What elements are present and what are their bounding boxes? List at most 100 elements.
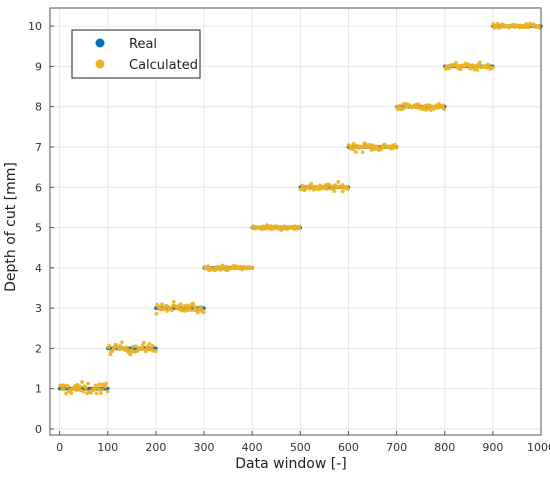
calculated-point <box>454 61 458 65</box>
y-axis-label: Depth of cut [mm] <box>3 162 19 292</box>
calculated-series <box>58 21 543 396</box>
x-tick-label: 500 <box>290 441 311 454</box>
calculated-point <box>65 384 70 388</box>
calculated-point <box>97 382 102 387</box>
calculated-point <box>191 301 196 306</box>
y-tick-label: 5 <box>35 222 42 235</box>
x-tick-label: 200 <box>145 441 166 454</box>
calculated-point <box>128 352 133 357</box>
calculated-point <box>336 180 341 184</box>
calculated-point <box>183 308 188 313</box>
y-tick-label: 8 <box>35 101 42 114</box>
x-tick-label: 700 <box>386 441 407 454</box>
legend-real-marker <box>95 38 105 48</box>
calculated-point <box>147 341 152 346</box>
calculated-point <box>99 387 104 392</box>
y-tick-label: 6 <box>35 181 42 194</box>
calculated-point <box>442 107 447 111</box>
calculated-point <box>188 304 192 309</box>
calculated-point <box>78 384 83 389</box>
calculated-point <box>81 389 86 394</box>
calculated-point <box>196 310 200 315</box>
calculated-point <box>169 308 174 313</box>
calculated-point <box>124 345 129 350</box>
calculated-point <box>118 344 123 349</box>
calculated-point <box>490 65 495 70</box>
y-tick-label: 9 <box>35 60 42 73</box>
calculated-point <box>340 189 345 194</box>
calculated-point <box>108 352 113 357</box>
calculated-point <box>131 344 135 349</box>
y-tick-label: 3 <box>35 302 42 315</box>
calculated-point <box>150 343 155 348</box>
calculated-point <box>475 68 480 72</box>
y-tick-label: 10 <box>28 20 42 33</box>
legend-calculated-label: Calculated <box>129 58 198 73</box>
calculated-point <box>189 308 194 313</box>
calculated-point <box>471 63 475 68</box>
calculated-point <box>103 385 107 389</box>
calculated-point <box>80 380 85 384</box>
calculated-point <box>353 150 358 154</box>
calculated-point <box>351 141 356 146</box>
x-tick-label: 100 <box>97 441 118 454</box>
x-tick-label: 400 <box>242 441 263 454</box>
calculated-point <box>178 302 183 307</box>
calculated-point <box>61 387 66 392</box>
calculated-point <box>477 60 482 65</box>
calculated-point <box>145 344 150 349</box>
calculated-point <box>171 299 176 304</box>
calculated-point <box>394 145 399 150</box>
calculated-point <box>458 67 463 72</box>
calculated-point <box>117 347 122 352</box>
x-axis-label: Data window [-] <box>235 456 346 472</box>
calculated-point <box>495 21 500 26</box>
calculated-point <box>297 224 302 229</box>
calculated-point <box>417 103 422 108</box>
y-tick-label: 2 <box>35 342 42 355</box>
calculated-point <box>74 388 79 393</box>
x-tick-label: 0 <box>56 441 63 454</box>
calculated-point <box>154 311 159 316</box>
calculated-point <box>88 391 93 395</box>
calculated-point <box>428 108 433 112</box>
calculated-point <box>468 66 473 71</box>
calculated-point <box>86 381 90 386</box>
x-tick-label: 300 <box>194 441 215 454</box>
calculated-point <box>104 381 109 386</box>
plot-frame <box>49 7 542 436</box>
calculated-point <box>324 186 329 191</box>
calculated-point <box>94 391 99 396</box>
x-tick-label: 900 <box>482 441 503 454</box>
legend: Real Calculated <box>71 29 201 79</box>
calculated-point <box>393 142 397 147</box>
calculated-point <box>180 308 185 313</box>
y-tick-label: 4 <box>35 262 42 275</box>
calculated-point <box>424 107 428 112</box>
calculated-point <box>201 310 206 315</box>
y-tick-label: 0 <box>35 423 42 436</box>
calculated-point <box>98 391 103 395</box>
calculated-point <box>160 302 164 307</box>
calculated-point <box>153 349 158 354</box>
calculated-point <box>141 340 146 345</box>
y-tick-label: 7 <box>35 141 42 154</box>
y-tick-label: 1 <box>35 383 42 396</box>
calculated-point <box>368 142 372 147</box>
calculated-point <box>64 391 69 396</box>
calculated-point <box>538 25 543 30</box>
calculated-point <box>332 189 337 194</box>
calculated-point <box>340 183 345 187</box>
calculated-point <box>360 150 365 154</box>
legend-box <box>71 29 201 79</box>
calculated-point <box>69 391 74 396</box>
calculated-point <box>309 182 314 186</box>
calculated-point <box>345 187 350 191</box>
calculated-point <box>249 266 254 270</box>
calculated-point <box>398 103 403 108</box>
calculated-point <box>307 186 312 191</box>
